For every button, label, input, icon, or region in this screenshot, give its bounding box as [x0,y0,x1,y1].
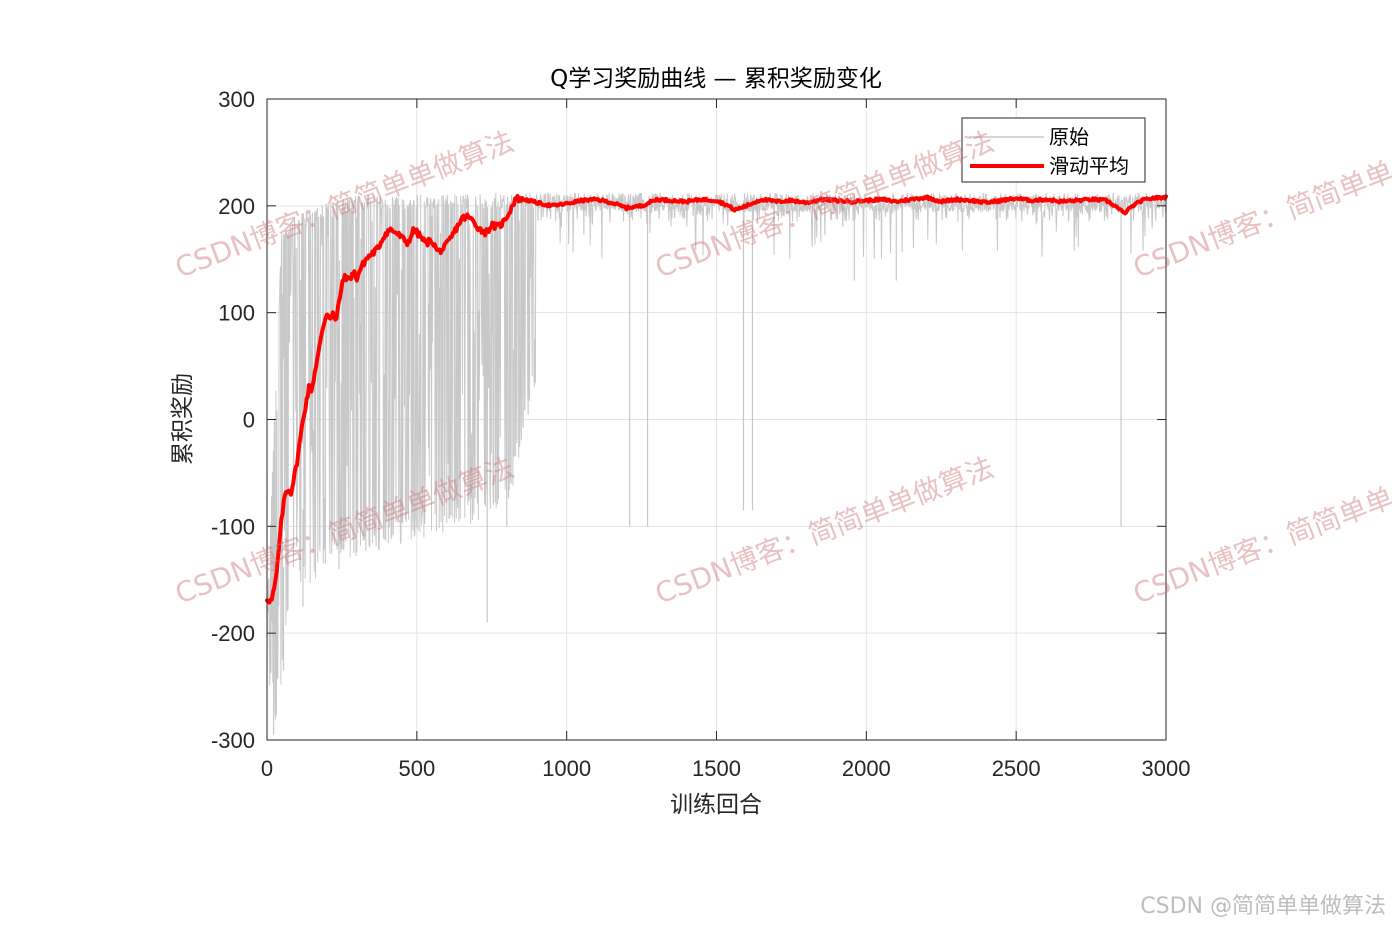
y-tick-label: 0 [243,408,255,433]
tick-marks [266,98,1167,741]
y-tick-label: 100 [218,301,255,326]
raw-line [266,192,1167,720]
raw-series [266,192,1167,735]
x-axis-label: 训练回合 [670,792,762,818]
x-tick-label: 2000 [842,756,891,781]
legend-box [961,117,1146,183]
x-tick-label: 2500 [992,756,1041,781]
x-tick-label: 1500 [692,756,741,781]
y-tick-labels: -300 -200 -100 0 100 200 300 [211,87,255,753]
x-tick-label: 3000 [1142,756,1191,781]
y-tick-label: -300 [211,728,255,753]
watermark-text: CSDN博客：简简单单做算法 [1129,125,1392,285]
y-tick-label: 200 [218,194,255,219]
credit-text: CSDN @简简单单做算法 [1140,894,1386,919]
y-axis-label: 累积奖励 [170,373,196,465]
y-tick-label: -200 [211,621,255,646]
x-tick-label: 1000 [542,756,591,781]
x-tick-label: 0 [261,756,273,781]
y-tick-label: -100 [211,514,255,539]
moving-average-line [265,193,1168,605]
legend-label-raw: 原始 [1049,125,1089,149]
legend: 原始 滑动平均 [961,117,1146,183]
legend-label-ma: 滑动平均 [1049,154,1129,178]
y-tick-label: 300 [218,87,255,112]
chart-title: Q学习奖励曲线 — 累积奖励变化 [550,66,882,92]
x-tick-labels: 0 500 1000 1500 2000 2500 3000 [261,756,1191,781]
x-tick-label: 500 [398,756,435,781]
watermark-text: CSDN博客：简简单单做算法 [1129,451,1392,611]
